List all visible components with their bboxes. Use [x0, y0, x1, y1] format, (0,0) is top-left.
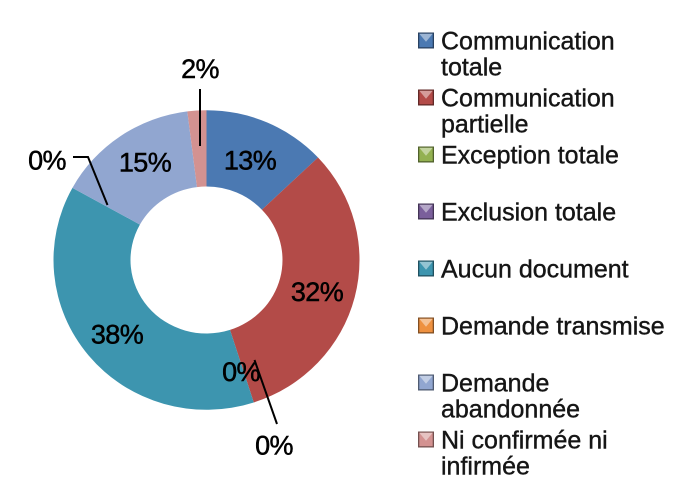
svg-text:0%: 0%	[255, 431, 293, 461]
svg-text:Exception totale: Exception totale	[441, 142, 619, 170]
svg-text:2%: 2%	[181, 54, 219, 84]
svg-text:Demande transmise: Demande transmise	[441, 313, 665, 341]
svg-text:Aucun document: Aucun document	[441, 256, 629, 284]
svg-text:32%: 32%	[291, 277, 344, 307]
svg-text:abandonnée: abandonnée	[441, 396, 580, 424]
svg-text:Communication: Communication	[441, 28, 615, 56]
svg-text:Exclusion totale: Exclusion totale	[441, 199, 616, 227]
svg-text:partielle: partielle	[441, 111, 529, 139]
svg-text:38%: 38%	[91, 320, 144, 350]
svg-text:15%: 15%	[119, 148, 172, 178]
svg-text:Communication: Communication	[441, 85, 615, 113]
svg-text:13%: 13%	[224, 146, 277, 176]
svg-text:totale: totale	[441, 54, 502, 82]
svg-text:Ni confirmée ni: Ni confirmée ni	[441, 427, 608, 455]
svg-text:0%: 0%	[28, 146, 66, 176]
svg-text:Demande: Demande	[441, 370, 549, 398]
svg-text:infirmée: infirmée	[441, 453, 530, 481]
svg-text:0%: 0%	[222, 357, 260, 387]
